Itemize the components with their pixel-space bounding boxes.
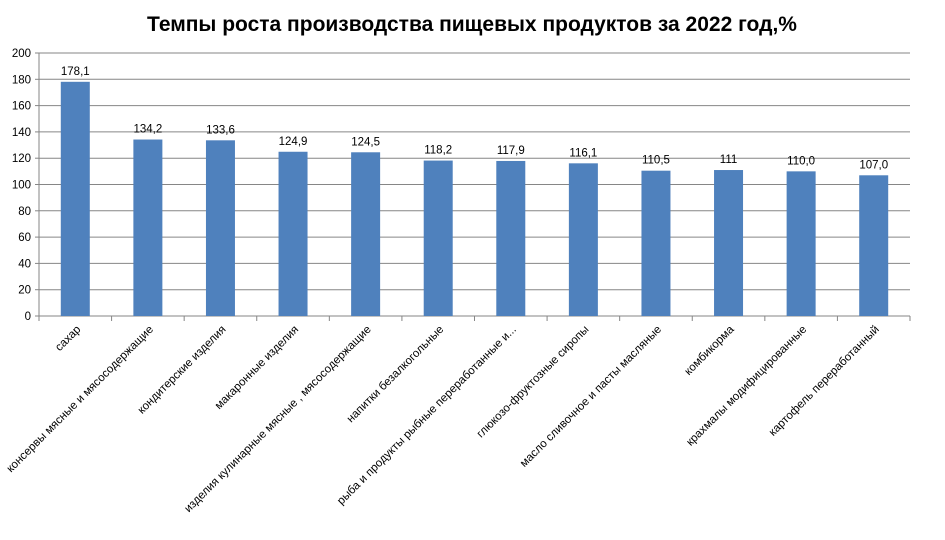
bar bbox=[641, 170, 671, 316]
bars bbox=[60, 81, 889, 317]
bar bbox=[786, 171, 816, 316]
bar bbox=[278, 151, 308, 316]
data-label: 124,9 bbox=[279, 136, 308, 148]
y-tick-label: 140 bbox=[12, 127, 31, 139]
data-label: 111 bbox=[720, 154, 737, 166]
data-label: 116,1 bbox=[569, 147, 597, 159]
y-tick-label: 60 bbox=[18, 232, 31, 244]
chart-title: Темпы роста производства пищевых продукт… bbox=[147, 13, 797, 36]
y-tick-label: 40 bbox=[18, 258, 31, 270]
y-tick-label: 180 bbox=[12, 74, 31, 86]
bar bbox=[859, 175, 889, 316]
gridlines bbox=[39, 52, 910, 291]
bar bbox=[714, 170, 744, 316]
y-tick-label: 100 bbox=[12, 180, 31, 192]
bar bbox=[133, 139, 163, 316]
y-tick-label: 200 bbox=[12, 48, 31, 60]
data-label: 118,2 bbox=[424, 145, 452, 157]
y-axis-ticks: 0 20 40 60 80 100 120 140 160 180 200 bbox=[12, 48, 31, 323]
category-label: макаронные изделия bbox=[213, 324, 301, 412]
data-label: 117,9 bbox=[497, 145, 525, 157]
y-tick-label: 80 bbox=[18, 206, 31, 218]
data-label: 110,0 bbox=[787, 155, 815, 167]
data-label: 133,6 bbox=[206, 124, 235, 136]
bar bbox=[60, 81, 90, 317]
data-label: 107,0 bbox=[859, 159, 888, 171]
data-label: 124,5 bbox=[351, 136, 380, 148]
y-tick-label: 20 bbox=[18, 285, 31, 297]
bar bbox=[423, 160, 453, 316]
category-label: масло сливочное и пасты масляные bbox=[518, 324, 664, 470]
bar bbox=[496, 160, 526, 316]
y-tick-label: 0 bbox=[25, 311, 31, 323]
y-tick-label: 120 bbox=[12, 153, 31, 165]
data-label: 134,2 bbox=[133, 124, 162, 136]
bar bbox=[205, 140, 235, 316]
category-label: сахар bbox=[53, 324, 83, 354]
data-label: 110,5 bbox=[642, 155, 670, 167]
axes bbox=[35, 52, 911, 321]
data-labels: 178,1 134,2 133,6 124,9 124,5 118,2 117,9 116,1… bbox=[61, 66, 888, 171]
data-label: 178,1 bbox=[61, 66, 90, 78]
category-label: комбикорма bbox=[682, 323, 737, 378]
category-label: крахмалы модифицированные bbox=[684, 324, 809, 449]
category-label: консервы мясные и мясосодержащие bbox=[5, 324, 156, 475]
y-tick-label: 160 bbox=[12, 101, 31, 113]
bar bbox=[351, 152, 381, 316]
bar bbox=[568, 163, 598, 316]
